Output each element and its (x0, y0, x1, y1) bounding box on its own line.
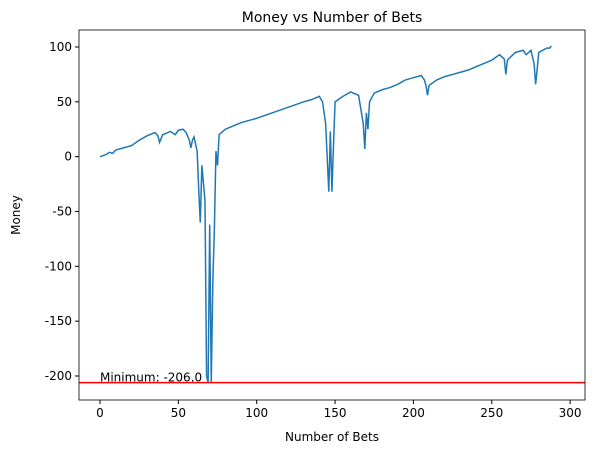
x-tick-label: 50 (171, 406, 186, 420)
x-tick-label: 250 (480, 406, 503, 420)
x-tick-label: 200 (402, 406, 425, 420)
x-tick-label: 150 (324, 406, 347, 420)
x-tick-label: 100 (245, 406, 268, 420)
x-axis-label: Number of Bets (285, 430, 379, 444)
y-tick-label: 50 (57, 95, 72, 109)
x-tick-label: 300 (559, 406, 582, 420)
y-tick-label: -200 (45, 369, 72, 383)
y-axis-label: Money (9, 195, 23, 235)
annotation: Minimum: -206.0 (100, 371, 202, 385)
x-tick-label: 0 (96, 406, 104, 420)
y-tick-label: 100 (49, 40, 72, 54)
y-tick-label: 0 (64, 150, 72, 164)
line-series (99, 45, 552, 383)
plot-frame (78, 29, 586, 401)
chart-title: Money vs Number of Bets (242, 10, 423, 26)
y-tick-label: -100 (45, 259, 72, 273)
y-tick-label: -150 (45, 314, 72, 328)
y-tick-label: -50 (52, 204, 72, 218)
